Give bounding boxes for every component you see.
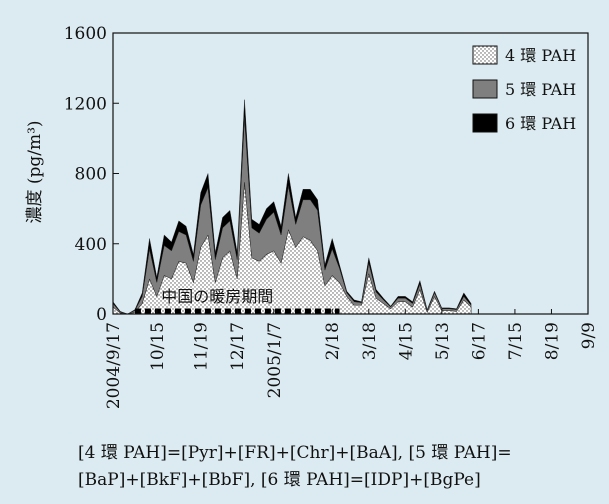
series-area-ring6 <box>112 99 472 315</box>
y-tick-label: 400 <box>75 235 107 255</box>
y-tick-label: 800 <box>75 165 107 185</box>
legend-label-ring5: 5 環 PAH <box>505 80 576 99</box>
x-tick-label: 2/18 <box>323 322 343 360</box>
x-tick-label: 8/19 <box>542 322 562 360</box>
chart-svg: 中国の暖房期間 0 400 800 1200 1600 2004/9/17 10/15 11/… <box>25 24 599 409</box>
x-tick-label: 6/17 <box>469 322 489 360</box>
x-tick-label: 12/17 <box>228 322 248 371</box>
legend-swatch-ring6 <box>472 113 498 133</box>
y-tick-label: 1200 <box>64 94 107 114</box>
y-tick-label: 1600 <box>64 24 107 44</box>
x-tick-label: 2005/1/7 <box>265 322 285 398</box>
x-tick-label: 10/15 <box>148 322 168 371</box>
x-tick-label: 2004/9/17 <box>104 322 124 409</box>
legend-label-ring6: 6 環 PAH <box>505 114 576 133</box>
x-tick-label: 9/9 <box>579 322 599 349</box>
y-tick-label: 0 <box>96 305 107 325</box>
caption: [4 環 PAH]=[Pyr]+[FR]+[Chr]+[BaA], [5 環 P… <box>78 440 603 494</box>
legend: 4 環 PAH 5 環 PAH 6 環 PAH <box>472 45 576 133</box>
legend-label-ring4: 4 環 PAH <box>505 46 576 65</box>
caption-line-2: [BaP]+[BkF]+[BbF], [6 環 PAH]=[IDP]+[BgPe… <box>78 470 481 490</box>
y-axis-label: 濃度 (pg/m³) <box>25 120 45 223</box>
caption-line-1: [4 環 PAH]=[Pyr]+[FR]+[Chr]+[BaA], [5 環 P… <box>78 443 512 463</box>
heating-period-label: 中国の暖房期間 <box>161 287 273 306</box>
plot-area: 中国の暖房期間 <box>112 99 472 315</box>
legend-swatch-ring5 <box>472 79 498 99</box>
axes: 0 400 800 1200 1600 2004/9/17 10/15 11/19 12/17 2… <box>64 24 599 409</box>
x-tick-label: 5/13 <box>433 322 453 360</box>
pah-chart: 中国の暖房期間 0 400 800 1200 1600 2004/9/17 10/15 11/… <box>25 24 599 409</box>
x-tick-label: 3/18 <box>360 322 380 360</box>
legend-swatch-ring4 <box>472 45 498 65</box>
x-tick-label: 7/15 <box>506 322 526 360</box>
x-tick-label: 4/15 <box>396 322 416 360</box>
x-tick-label: 11/19 <box>192 322 212 371</box>
